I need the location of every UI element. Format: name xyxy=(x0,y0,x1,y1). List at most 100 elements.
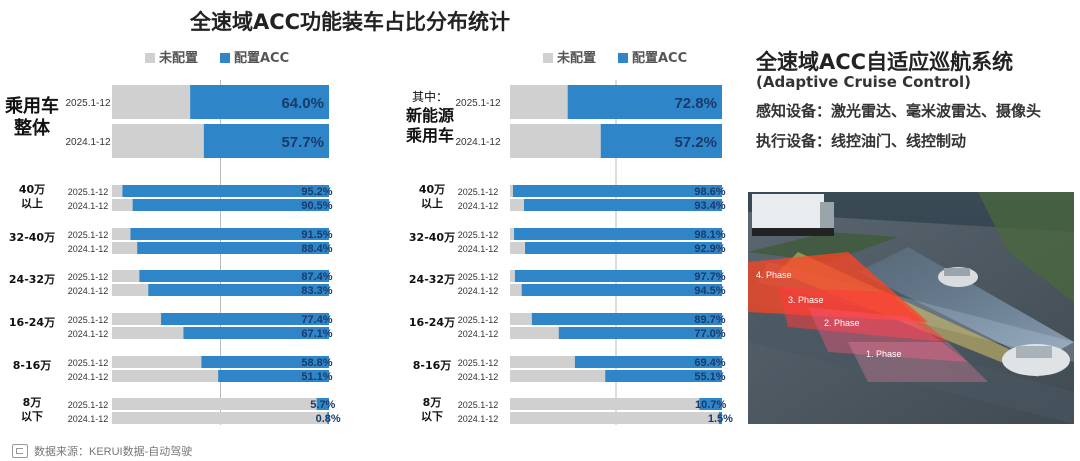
bar-value-label: 1.5% xyxy=(708,413,733,425)
bar-value-label: 98.1% xyxy=(694,229,725,241)
bar-configured xyxy=(521,284,722,296)
period-label: 2024.1-12 xyxy=(458,329,499,339)
bar-not-configured xyxy=(510,270,515,282)
bar-configured xyxy=(514,270,722,282)
legend-label-not-configured: 未配置 xyxy=(158,50,198,66)
period-label: 2024.1-12 xyxy=(68,244,109,254)
bar-configured xyxy=(514,228,722,240)
summary-category-label: 乘用车 xyxy=(405,126,454,145)
bar-not-configured xyxy=(510,412,719,424)
lane-shadow xyxy=(748,302,1074,424)
bar-value-label: 92.9% xyxy=(694,243,725,255)
bar-value-label: 72.8% xyxy=(674,95,717,112)
bar-not-configured xyxy=(112,85,191,119)
bar-not-configured xyxy=(510,199,524,211)
bar-configured xyxy=(122,185,329,197)
bar-value-label: 51.1% xyxy=(301,371,332,383)
bar-configured xyxy=(605,370,722,382)
bar-not-configured xyxy=(112,412,328,424)
source-note: 数据来源：KERUI数据-自动驾驶 xyxy=(12,443,192,459)
price-band-label: 以下 xyxy=(21,410,43,423)
page-title: 全速域ACC功能装车占比分布统计 xyxy=(189,10,511,34)
ego-car-icon xyxy=(1002,344,1070,376)
price-band-label: 40万 xyxy=(419,183,445,196)
bar-value-label: 77.4% xyxy=(301,314,332,326)
bar-not-configured xyxy=(112,185,123,197)
bar-configured xyxy=(523,199,722,211)
bar-configured xyxy=(161,313,329,325)
phase-4-label: 4. Phase xyxy=(756,270,792,280)
bar-configured xyxy=(316,398,329,410)
period-label: 2025.1-12 xyxy=(68,315,109,325)
period-label: 2025.1-12 xyxy=(458,187,499,197)
price-band-label: 以上 xyxy=(21,196,43,210)
bar-not-configured xyxy=(112,370,219,382)
period-label: 2025.1-12 xyxy=(65,98,110,109)
period-label: 2025.1-12 xyxy=(68,187,109,197)
bar-value-label: 95.2% xyxy=(301,186,332,198)
phase-2-label: 2. Phase xyxy=(824,318,860,328)
bar-value-label: 0.8% xyxy=(316,413,341,425)
bar-not-configured xyxy=(510,356,575,368)
info-actuation-line: 执行设备：线控油门、线控制动 xyxy=(756,132,967,150)
summary-category-label: 其中： xyxy=(412,89,448,104)
bar-not-configured xyxy=(112,327,184,339)
period-label: 2025.1-12 xyxy=(68,358,109,368)
period-label: 2024.1-12 xyxy=(458,201,499,211)
bar-configured xyxy=(218,370,329,382)
source-icon xyxy=(12,444,28,458)
price-band-label: 32-40万 xyxy=(409,231,455,244)
summary-category-label: 整体 xyxy=(13,117,51,139)
bar-value-label: 58.8% xyxy=(301,357,332,369)
bar-configured xyxy=(183,327,329,339)
info-heading: 全速域ACC自适应巡航系统 xyxy=(756,50,1014,74)
period-label: 2025.1-12 xyxy=(458,400,499,410)
period-label: 2024.1-12 xyxy=(68,414,109,424)
price-band-label: 8万 xyxy=(23,396,42,409)
bar-not-configured xyxy=(510,370,606,382)
summary-category-label: 新能源 xyxy=(406,106,454,125)
roadside-grass xyxy=(748,232,898,262)
bar-not-configured xyxy=(112,199,133,211)
bar-not-configured xyxy=(112,356,202,368)
roadside-trees xyxy=(978,192,1074,302)
bar-not-configured xyxy=(510,284,522,296)
bar-not-configured xyxy=(510,185,513,197)
phase-2-zone xyxy=(808,307,968,362)
radar-beam xyxy=(858,247,1074,362)
bar-configured xyxy=(699,398,722,410)
bar-not-configured xyxy=(112,284,149,296)
price-band-label: 16-24万 xyxy=(9,316,55,329)
period-label: 2024.1-12 xyxy=(458,372,499,382)
bar-configured xyxy=(130,228,329,240)
summary-category-label: 乘用车 xyxy=(4,95,59,117)
bar-value-label: 64.0% xyxy=(281,95,324,112)
legend-swatch-configured xyxy=(220,53,230,63)
period-label: 2025.1-12 xyxy=(68,230,109,240)
bar-configured xyxy=(531,313,722,325)
period-label: 2024.1-12 xyxy=(68,286,109,296)
price-band-label: 24-32万 xyxy=(9,273,55,286)
price-band-label: 32-40万 xyxy=(9,231,55,244)
phase-1-zone xyxy=(848,342,988,382)
price-band-label: 24-32万 xyxy=(409,273,455,286)
bar-value-label: 57.2% xyxy=(674,134,717,151)
bar-value-label: 87.4% xyxy=(301,271,332,283)
legend-label-not-configured: 未配置 xyxy=(556,50,596,66)
phase-3-zone xyxy=(778,287,948,342)
period-label: 2024.1-12 xyxy=(458,244,499,254)
bar-not-configured xyxy=(112,398,317,410)
bar-value-label: 77.0% xyxy=(694,328,725,340)
bar-configured xyxy=(558,327,722,339)
period-label: 2025.1-12 xyxy=(455,98,500,109)
bar-configured xyxy=(525,242,722,254)
period-label: 2024.1-12 xyxy=(68,329,109,339)
bar-configured xyxy=(512,185,722,197)
bar-not-configured xyxy=(510,124,601,158)
period-label: 2025.1-12 xyxy=(458,230,499,240)
bar-configured xyxy=(132,199,329,211)
bar-not-configured xyxy=(510,85,568,119)
price-band-label: 16-24万 xyxy=(409,316,455,329)
bar-value-label: 57.7% xyxy=(281,134,324,151)
